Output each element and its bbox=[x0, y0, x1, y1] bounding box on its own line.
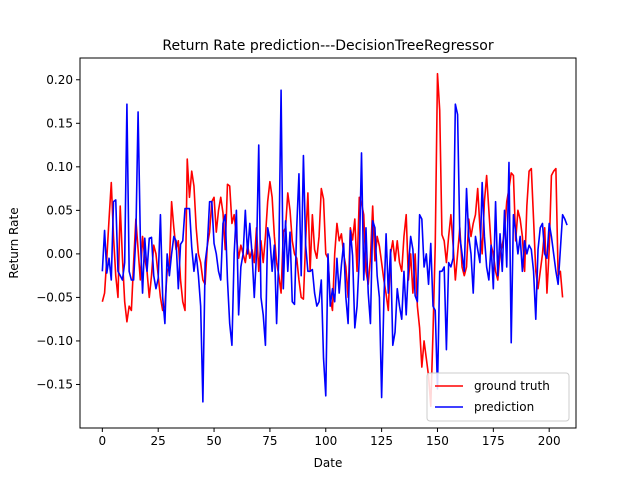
y-tick-label: −0.15 bbox=[36, 377, 73, 391]
legend: ground truth prediction bbox=[426, 372, 570, 422]
y-tick-label: 0.10 bbox=[46, 160, 73, 174]
x-tick-label: 100 bbox=[314, 434, 337, 448]
x-tick-label: 25 bbox=[151, 434, 166, 448]
x-axis: 0 25 50 75 100 125 150 175 200 bbox=[99, 428, 561, 448]
x-tick-label: 125 bbox=[370, 434, 393, 448]
y-tick-label: 0.05 bbox=[46, 203, 73, 217]
y-axis-label: Return Rate bbox=[7, 207, 21, 278]
y-tick-label: −0.05 bbox=[36, 290, 73, 304]
x-tick-label: 75 bbox=[262, 434, 277, 448]
plot-frame bbox=[79, 57, 577, 429]
x-tick-label: 0 bbox=[99, 434, 107, 448]
x-tick-label: 200 bbox=[538, 434, 561, 448]
chart-title: Return Rate prediction---DecisionTreeReg… bbox=[162, 38, 493, 54]
x-tick-label: 50 bbox=[206, 434, 221, 448]
y-axis: −0.15 −0.10 −0.05 0.00 0.05 0.10 0.15 0.20 bbox=[36, 73, 80, 391]
x-tick-label: 150 bbox=[426, 434, 449, 448]
series-line-ground-truth bbox=[101, 72, 564, 408]
y-tick-label: 0.20 bbox=[46, 73, 73, 87]
x-axis-label: Date bbox=[314, 456, 343, 470]
series-line-prediction bbox=[101, 89, 568, 403]
y-tick-label: −0.10 bbox=[36, 334, 73, 348]
plot-area bbox=[79, 57, 577, 429]
y-tick-label: 0.15 bbox=[46, 116, 73, 130]
legend-label: ground truth bbox=[474, 379, 550, 393]
x-tick-label: 175 bbox=[482, 434, 505, 448]
legend-box bbox=[426, 372, 570, 422]
legend-label: prediction bbox=[474, 400, 534, 414]
series-layer bbox=[101, 72, 568, 408]
y-tick-label: 0.00 bbox=[46, 247, 73, 261]
